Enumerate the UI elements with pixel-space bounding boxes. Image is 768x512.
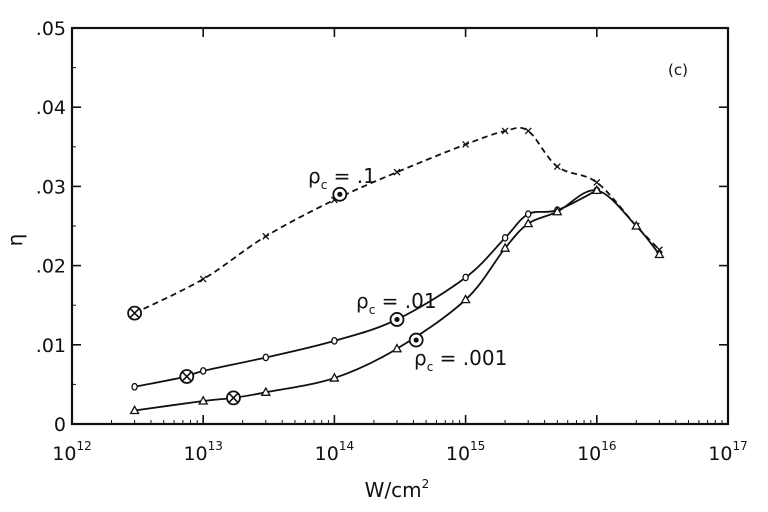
x-tick-label-exponent: 12 [76, 439, 91, 453]
y-tick-label: .04 [36, 97, 66, 119]
series-label-3: ρc = .001 [414, 346, 507, 374]
series-label-subscript: c [321, 178, 328, 192]
series-3 [129, 184, 665, 415]
data-point [552, 206, 563, 216]
data-point [462, 273, 469, 282]
data-point-circled-dot [408, 332, 424, 348]
data-point [460, 294, 471, 304]
x-tick-label: 1016 [577, 439, 616, 465]
series-1 [127, 126, 663, 321]
data-point-circled-dot [389, 312, 405, 327]
data-point-circled-x [226, 390, 241, 406]
data-point [393, 168, 401, 176]
y-axis-label: η [3, 234, 27, 247]
x-axis-label: W/cm2 [365, 477, 430, 502]
series-label-value: = .1 [327, 164, 376, 188]
x-tick-label: 1017 [708, 439, 747, 465]
data-point [391, 343, 403, 353]
y-tick-label: .03 [36, 176, 66, 198]
series-label-2: ρc = .01 [356, 289, 437, 317]
data-point [462, 140, 470, 148]
x-tick-label-exponent: 13 [208, 439, 223, 453]
data-point [329, 372, 340, 382]
x-tick-label-base: 10 [315, 443, 339, 465]
panel-label: (c) [668, 61, 688, 79]
series-label-symbol: ρ [356, 289, 369, 313]
data-point-circled-x [179, 369, 195, 384]
series-label-subscript: c [427, 360, 434, 374]
data-point [260, 386, 271, 396]
x-tick-label-exponent: 15 [470, 439, 485, 453]
data-point [262, 232, 270, 240]
data-point [129, 404, 140, 415]
x-tick-label-base: 10 [52, 443, 76, 465]
series-layer [127, 126, 665, 415]
series-line [134, 126, 661, 314]
data-point [262, 353, 270, 362]
data-point [553, 163, 561, 171]
series-label-subscript: c [369, 303, 376, 317]
x-tick-label-exponent: 16 [601, 439, 616, 453]
plot-frame [70, 26, 730, 426]
x-tick-label: 1013 [183, 439, 222, 465]
data-point-circled-dot [332, 186, 348, 202]
data-point [331, 336, 338, 345]
data-point [593, 178, 601, 186]
data-point [524, 127, 532, 135]
x-axis-label-exponent: 2 [422, 477, 430, 491]
x-tick-label: 1015 [446, 439, 485, 465]
data-point [199, 367, 207, 375]
data-point-circled-x [127, 305, 142, 321]
y-tick-label: .05 [36, 18, 66, 40]
data-point [199, 275, 207, 283]
x-tick-label-exponent: 14 [339, 439, 354, 453]
data-point [501, 127, 509, 135]
series-label-1: ρc = .1 [308, 164, 376, 192]
data-point [501, 234, 509, 242]
data-point [131, 382, 138, 391]
data-point [198, 395, 209, 405]
x-tick-label: 1014 [315, 439, 354, 465]
y-tick-label: .02 [36, 256, 66, 278]
x-tick-label-base: 10 [183, 443, 207, 465]
series-label-symbol: ρ [414, 346, 427, 370]
data-point [591, 184, 602, 195]
series-label-value: = .01 [375, 289, 436, 313]
data-point [631, 220, 642, 230]
y-tick-label: .01 [36, 335, 66, 357]
series-2 [131, 186, 601, 391]
x-tick-label-base: 10 [577, 443, 601, 465]
data-point [523, 218, 534, 228]
data-point [654, 248, 665, 259]
x-tick-label: 1012 [52, 439, 91, 465]
x-tick-label-base: 10 [708, 443, 732, 465]
x-tick-label-base: 10 [446, 443, 470, 465]
data-point [524, 210, 532, 218]
data-point [499, 242, 511, 252]
x-axis-label-base: W/cm [365, 478, 422, 502]
series-label-symbol: ρ [308, 164, 321, 188]
x-tick-label-exponent: 17 [732, 439, 747, 453]
y-tick-label: 0 [54, 414, 66, 436]
series-label-value: = .001 [433, 346, 507, 370]
